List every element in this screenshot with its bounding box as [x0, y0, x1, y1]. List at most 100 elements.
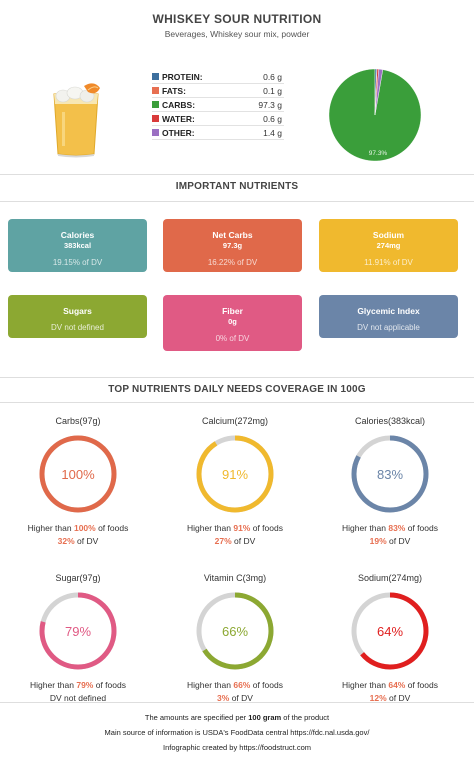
- gauge-rank-post: of foods: [93, 680, 126, 690]
- legend-swatch: [152, 129, 159, 136]
- nutrient-card-value: 97.3g: [222, 241, 243, 250]
- nutrient-card-title: Calories: [60, 230, 95, 240]
- macro-row: OTHER: 1.4 g: [152, 126, 284, 140]
- coverage-gauge: Carbs(97g) 100% Higher than 100% of foods 3…: [13, 416, 143, 546]
- section-divider: [0, 174, 474, 175]
- gauge-label: Calcium(272mg): [201, 416, 269, 426]
- nutrient-card-value: 0g: [228, 317, 237, 326]
- footer-credit: Infographic created by https://foodstruc…: [163, 743, 311, 752]
- footer-amount-pre: The amounts are specified per: [144, 713, 249, 722]
- gauge-rank-value: 83%: [388, 523, 406, 533]
- gauge-fill: [351, 435, 429, 513]
- gauge-rank-pre: Higher than: [30, 680, 77, 690]
- gauge-dv-line: 32% of DV: [13, 536, 143, 546]
- nutrient-card-sodium: Sodium 274mg 11.91% of DV: [319, 219, 458, 272]
- footer-source-note: Main source of information is USDA's Foo…: [104, 728, 370, 737]
- section-title-important: IMPORTANT NUTRIENTS: [175, 181, 299, 192]
- macro-label: OTHER:: [162, 128, 195, 138]
- gauge-label: Calories(383kcal): [354, 416, 426, 426]
- gauge-center-value: 64%: [377, 624, 403, 639]
- gauge-rank-line: Higher than 66% of foods: [170, 680, 300, 690]
- whiskey-sour-glass-image: [53, 83, 100, 158]
- gauge-label: Vitamin C(3mg): [203, 573, 267, 583]
- macro-value: 0.6 g: [263, 114, 282, 124]
- nutrient-card-dv: DV not defined: [51, 323, 104, 332]
- pie-data-label: 97.3%: [369, 150, 388, 157]
- gauge-center-value: 100%: [61, 467, 95, 482]
- gauge-rank-pre: Higher than: [187, 523, 234, 533]
- nutrient-card-value: 274mg: [376, 241, 401, 250]
- footer-amount-post: of the product: [281, 713, 330, 722]
- gauge-label: Carbs(97g): [55, 416, 101, 426]
- gauge-rank-post: of foods: [95, 523, 129, 533]
- macro-table: PROTEIN: 0.6 g FATS: 0.1 g CARBS: 97.3 g WATER…: [152, 70, 284, 140]
- nutrient-card-dv: 11.91% of DV: [364, 258, 413, 267]
- page-title: WHISKEY SOUR NUTRITION: [152, 12, 322, 26]
- coverage-gauge: Sodium(274mg) 64% Higher than 64% of foods…: [325, 573, 455, 703]
- gauge-dv-value: 27%: [214, 536, 232, 546]
- legend-swatch: [152, 101, 159, 108]
- gauge-rank-pre: Higher than: [342, 680, 389, 690]
- gauge-dv-post: of DV: [386, 693, 411, 703]
- page-subtitle: Beverages, Whiskey sour mix, powder: [164, 29, 310, 39]
- section-divider: [0, 377, 474, 378]
- gauge-dv-value: 3%: [217, 693, 230, 703]
- macro-value: 1.4 g: [263, 128, 282, 138]
- gauge-ring: 79%: [39, 592, 117, 670]
- gauge-rank-pre: Higher than: [342, 523, 389, 533]
- macro-label: WATER:: [162, 114, 195, 124]
- gauge-rank-post: of foods: [250, 523, 283, 533]
- gauge-ring: 66%: [196, 592, 274, 670]
- gauge-center-value: 79%: [65, 624, 91, 639]
- gauge-dv-line: DV not defined: [13, 693, 143, 703]
- gauge-dv-post: DV not defined: [49, 693, 107, 703]
- nutrient-card-dv: DV not applicable: [357, 323, 420, 332]
- macro-row: FATS: 0.1 g: [152, 84, 284, 98]
- pie-slice-other: [374, 68, 383, 116]
- gauge-fill: [196, 435, 274, 513]
- gauge-dv-post: of DV: [386, 536, 411, 546]
- macro-pie-chart: 97.3%: [328, 68, 422, 162]
- section-divider: [0, 201, 474, 202]
- gauge-label: Sodium(274mg): [357, 573, 423, 583]
- nutrient-card-title: Sodium: [372, 230, 405, 240]
- gauge-rank-line: Higher than 91% of foods: [170, 523, 300, 533]
- coverage-gauge: Vitamin C(3mg) 66% Higher than 66% of food…: [170, 573, 300, 703]
- legend-swatch: [152, 87, 159, 94]
- nutrient-card-title: Net Carbs: [212, 230, 253, 240]
- section-divider: [0, 702, 474, 703]
- gauge-ring: 83%: [351, 435, 429, 513]
- gauge-rank-value: 66%: [233, 680, 251, 690]
- coverage-gauge: Calcium(272mg) 91% Higher than 91% of food…: [170, 416, 300, 546]
- nutrient-card-dv: 16.22% of DV: [207, 258, 258, 267]
- nutrient-card-dv: 0% of DV: [215, 334, 250, 343]
- section-divider: [0, 402, 474, 403]
- gauge-center-value: 91%: [222, 467, 248, 482]
- coverage-gauge: Sugar(97g) 79% Higher than 79% of foods DV …: [13, 573, 143, 703]
- legend-swatch: [152, 73, 159, 80]
- nutrient-card-net-carbs: Net Carbs 97.3g 16.22% of DV: [163, 219, 302, 272]
- macro-label: FATS:: [162, 86, 186, 96]
- gauge-fill: [351, 592, 429, 670]
- section-title-coverage: TOP NUTRIENTS DAILY NEEDS COVERAGE IN 10…: [108, 384, 366, 395]
- gauge-dv-value: 32%: [57, 536, 75, 546]
- gauge-dv-value: 12%: [369, 693, 387, 703]
- gauge-dv-line: 27% of DV: [170, 536, 300, 546]
- gauge-rank-line: Higher than 79% of foods: [13, 680, 143, 690]
- gauge-rank-pre: Higher than: [187, 680, 234, 690]
- gauge-dv-line: 12% of DV: [325, 693, 455, 703]
- gauge-center-value: 66%: [222, 624, 248, 639]
- nutrient-card-glycemic-index: Glycemic Index DV not applicable: [319, 295, 458, 338]
- footer-amount-bold: 100 gram: [248, 713, 282, 722]
- gauge-center-value: 83%: [377, 467, 403, 482]
- gauge-dv-line: 19% of DV: [325, 536, 455, 546]
- gauge-dv-post: of DV: [231, 536, 256, 546]
- nutrient-card-sugars: Sugars DV not defined: [8, 295, 147, 338]
- gauge-rank-value: 91%: [233, 523, 251, 533]
- gauge-ring: 100%: [39, 435, 117, 513]
- nutrient-card-title: Fiber: [222, 306, 243, 316]
- nutrient-card-fiber: Fiber 0g 0% of DV: [163, 295, 302, 351]
- macro-value: 0.1 g: [263, 86, 282, 96]
- nutrient-card-dv: 19.15% of DV: [52, 258, 103, 267]
- macro-value: 97.3 g: [258, 100, 282, 110]
